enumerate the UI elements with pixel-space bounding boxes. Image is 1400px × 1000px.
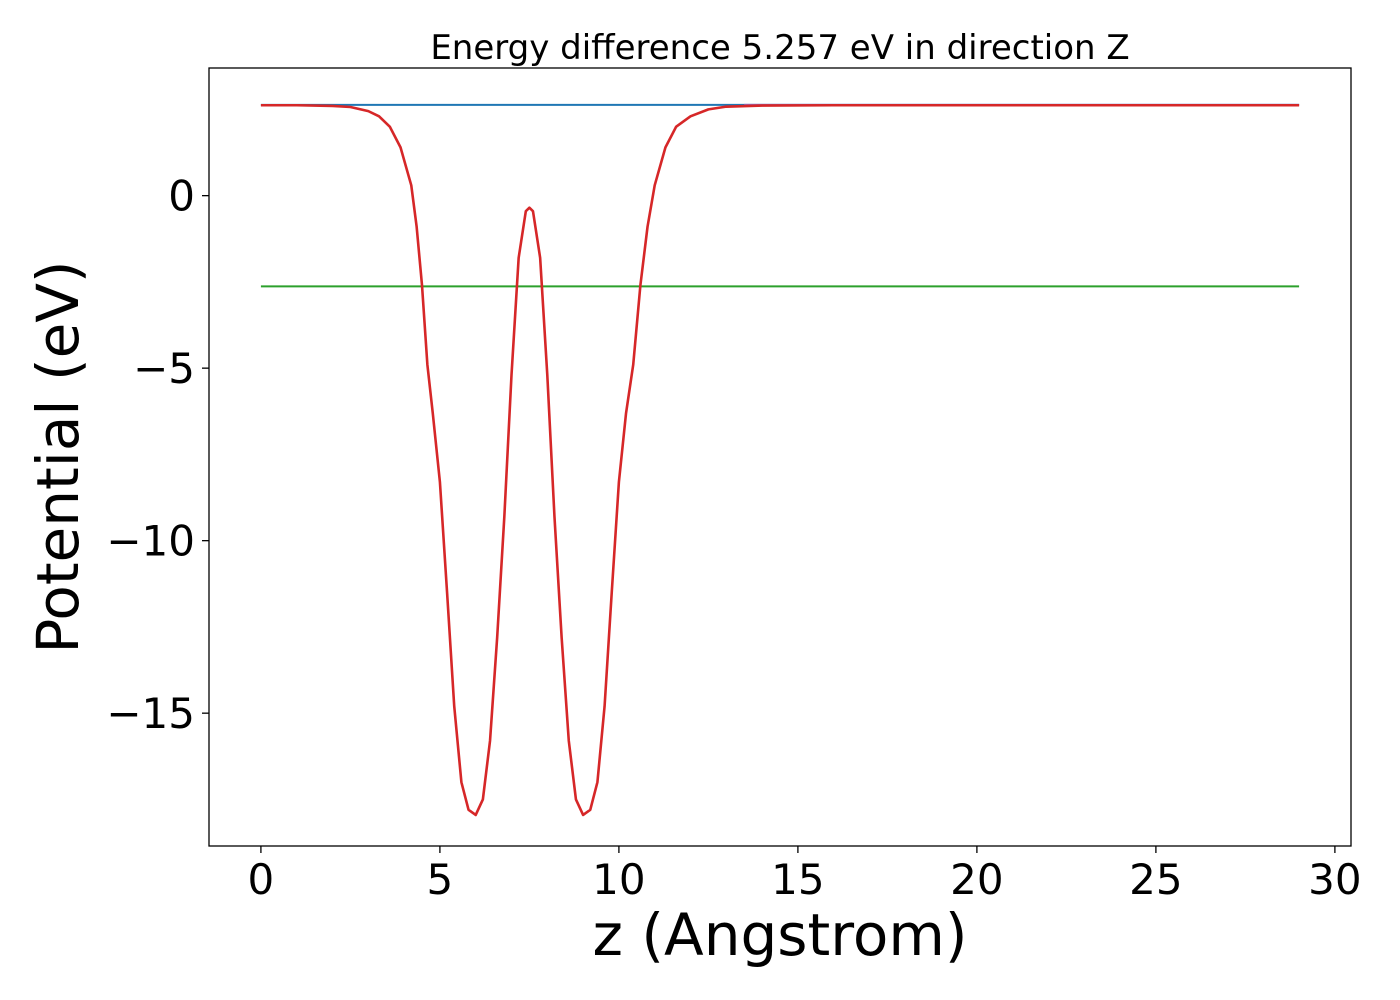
x-tick-label: 20 bbox=[950, 855, 1003, 904]
x-axis-label: z (Angstrom) bbox=[593, 901, 968, 969]
series-layer bbox=[260, 103, 1300, 817]
x-tick-label: 0 bbox=[248, 855, 275, 904]
y-axis-label: Potential (eV) bbox=[24, 260, 92, 653]
axes-frame bbox=[208, 67, 1352, 847]
x-tick-label: 5 bbox=[427, 855, 454, 904]
x-axis: 0 5 10 15 20 25 30 bbox=[248, 846, 1362, 904]
chart-title: Energy difference 5.257 eV in direction … bbox=[430, 28, 1129, 68]
series-line-3 bbox=[260, 103, 1300, 817]
y-axis: 0 −5 −10 −15 bbox=[106, 172, 209, 738]
x-tick-label: 15 bbox=[771, 855, 824, 904]
x-tick-label: 10 bbox=[592, 855, 645, 904]
y-tick-label: −15 bbox=[106, 689, 195, 738]
y-tick-label: 0 bbox=[168, 172, 195, 221]
x-tick-label: 30 bbox=[1308, 855, 1361, 904]
y-tick-label: −10 bbox=[106, 517, 195, 566]
x-tick-label: 25 bbox=[1129, 855, 1182, 904]
y-tick-label: −5 bbox=[133, 344, 195, 393]
